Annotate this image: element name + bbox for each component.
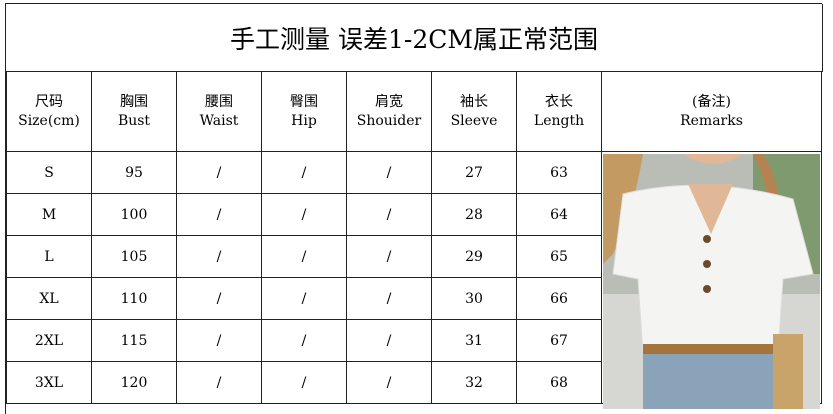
header-en: Remarks (680, 112, 743, 129)
cell-waist: / (176, 235, 262, 278)
cell-sleeve: 28 (431, 193, 517, 236)
cell-bust: 95 (91, 151, 177, 194)
header-cn: 袖长 (460, 93, 488, 110)
header-length: 衣长 Length (516, 71, 602, 152)
cell-shoulder: / (346, 193, 432, 236)
cell-shoulder: / (346, 235, 432, 278)
cell-sleeve: 31 (431, 319, 517, 362)
cell-length: 66 (516, 277, 602, 320)
cell-sleeve: 32 (431, 361, 517, 404)
table-row: L 105///29 65 (6, 235, 822, 278)
header-hip: 臀围 Hip (261, 71, 347, 152)
header-bust: 胸围 Bust (91, 71, 177, 152)
header-cn: 胸围 (120, 93, 148, 110)
header-sleeve: 袖长 Sleeve (431, 71, 517, 152)
product-photo (603, 154, 820, 409)
cell-waist: / (176, 151, 262, 194)
header-en: Hip (291, 112, 317, 129)
chart-title: 手工测量 误差1-2CM属正常范围 (6, 4, 823, 72)
cell-hip: / (261, 319, 347, 362)
cell-waist: / (176, 361, 262, 404)
header-waist: 腰围 Waist (176, 71, 262, 152)
cell-sleeve: 27 (431, 151, 517, 194)
cell-bust: 100 (91, 193, 177, 236)
cell-hip: / (261, 235, 347, 278)
cell-length: 68 (516, 361, 602, 404)
header-cn: 尺码 (35, 93, 63, 110)
header-cn: 腰围 (205, 93, 233, 110)
header-en: Size(cm) (18, 112, 80, 129)
header-cn: 衣长 (545, 93, 573, 110)
cell-hip: / (261, 277, 347, 320)
cell-size: L (6, 235, 92, 278)
header-en: Sleeve (450, 112, 498, 129)
cell-shoulder: / (346, 319, 432, 362)
header-row: 尺码 Size(cm) 胸围 Bust 腰围 Waist 臀围 Hip 肩宽 Shouider 袖长… (6, 71, 822, 152)
cell-shoulder: / (346, 277, 432, 320)
header-en: Length (533, 112, 585, 129)
cell-size: M (6, 193, 92, 236)
cell-length: 64 (516, 193, 602, 236)
header-cn: 肩宽 (375, 93, 403, 110)
cell-sleeve: 30 (431, 277, 517, 320)
cell-waist: / (176, 277, 262, 320)
header-en: Waist (199, 112, 239, 129)
header-en: Shouider (356, 112, 422, 129)
cell-bust: 115 (91, 319, 177, 362)
cell-waist: / (176, 319, 262, 362)
cell-length: 65 (516, 235, 602, 278)
cell-bust: 110 (91, 277, 177, 320)
cell-sleeve: 29 (431, 235, 517, 278)
cell-size: S (6, 151, 92, 194)
size-chart: 手工测量 误差1-2CM属正常范围 尺码 Size(cm) 胸围 Bust 腰围 Wais… (5, 3, 823, 414)
header-size: 尺码 Size(cm) (6, 71, 92, 152)
cell-hip: / (261, 151, 347, 194)
table-row: 3XL 120///32 68 (6, 361, 822, 404)
header-cn: 臀围 (290, 93, 318, 110)
cell-hip: / (261, 193, 347, 236)
cell-bust: 105 (91, 235, 177, 278)
cell-hip: / (261, 361, 347, 404)
cell-shoulder: / (346, 361, 432, 404)
cell-size: XL (6, 277, 92, 320)
header-shoulder: 肩宽 Shouider (346, 71, 432, 152)
header-remarks: (备注) Remarks (601, 71, 822, 152)
cell-size: 3XL (6, 361, 92, 404)
cell-waist: / (176, 193, 262, 236)
cell-length: 63 (516, 151, 602, 194)
cell-size: 2XL (6, 319, 92, 362)
cell-shoulder: / (346, 151, 432, 194)
cell-length: 67 (516, 319, 602, 362)
cell-bust: 120 (91, 361, 177, 404)
size-table: 尺码 Size(cm) 胸围 Bust 腰围 Waist 臀围 Hip 肩宽 Shouider 袖长… (6, 71, 822, 404)
header-cn: (备注) (692, 93, 731, 110)
header-en: Bust (117, 112, 151, 129)
